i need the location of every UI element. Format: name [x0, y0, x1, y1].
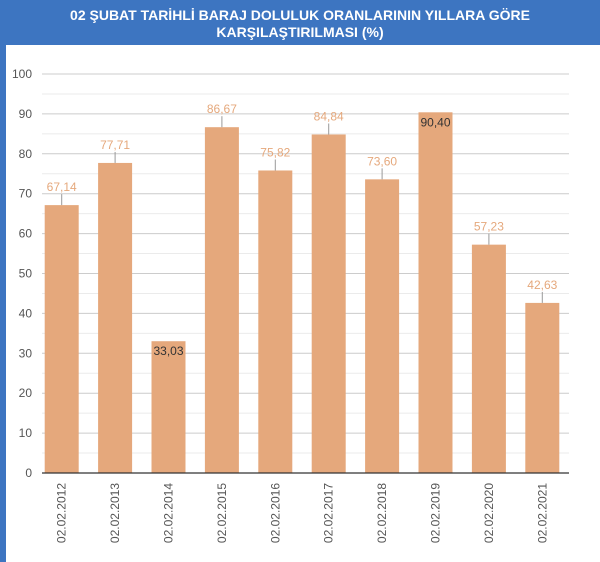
bar — [311, 134, 346, 473]
y-tick-label: 100 — [12, 67, 32, 81]
x-tick-label: 02.02.2012 — [55, 483, 69, 543]
x-tick-label: 02.02.2013 — [108, 483, 122, 543]
x-tick-label: 02.02.2015 — [215, 483, 229, 543]
bar — [44, 205, 79, 474]
data-label: 77,71 — [100, 138, 130, 152]
data-label: 73,60 — [367, 154, 397, 168]
x-tick-label: 02.02.2019 — [429, 483, 443, 543]
bar — [98, 162, 133, 473]
x-tick-label: 02.02.2021 — [535, 483, 549, 543]
chart-title: 02 ŞUBAT TARİHLİ BARAJ DOLULUK ORANLARIN… — [0, 0, 600, 45]
data-label: 75,82 — [260, 145, 290, 159]
data-label: 42,63 — [527, 278, 557, 292]
chart-title-line-1: 02 ŞUBAT TARİHLİ BARAJ DOLULUK ORANLARIN… — [70, 7, 530, 23]
data-label: 67,14 — [47, 180, 77, 194]
y-tick-label: 30 — [19, 346, 33, 360]
x-tick-label: 02.02.2020 — [482, 483, 496, 543]
x-tick-label: 02.02.2018 — [375, 483, 389, 543]
y-tick-label: 10 — [19, 426, 33, 440]
data-label: 57,23 — [474, 220, 504, 234]
data-label: 86,67 — [207, 102, 237, 116]
x-tick-label: 02.02.2016 — [268, 483, 282, 543]
frame-border — [0, 0, 6, 562]
x-tick-label: 02.02.2017 — [322, 483, 336, 543]
y-tick-label: 70 — [19, 187, 33, 201]
x-tick-label: 02.02.2014 — [162, 483, 176, 543]
y-tick-label: 40 — [19, 306, 33, 320]
bar — [418, 112, 453, 473]
data-label: 33,03 — [153, 344, 183, 358]
y-tick-label: 90 — [19, 107, 33, 121]
y-tick-label: 50 — [19, 267, 33, 281]
bar — [258, 170, 293, 473]
y-tick-label: 0 — [25, 466, 32, 480]
bar — [204, 127, 239, 473]
y-tick-label: 80 — [19, 147, 33, 161]
data-label: 90,40 — [420, 115, 450, 129]
y-tick-label: 20 — [19, 386, 33, 400]
bar — [365, 179, 400, 473]
bar — [471, 244, 506, 473]
y-tick-label: 60 — [19, 227, 33, 241]
chart-title-line-2: KARŞILAŞTIRILMASI (%) — [216, 24, 384, 40]
bar — [151, 341, 186, 473]
bar — [525, 302, 560, 473]
data-label: 84,84 — [314, 109, 344, 123]
